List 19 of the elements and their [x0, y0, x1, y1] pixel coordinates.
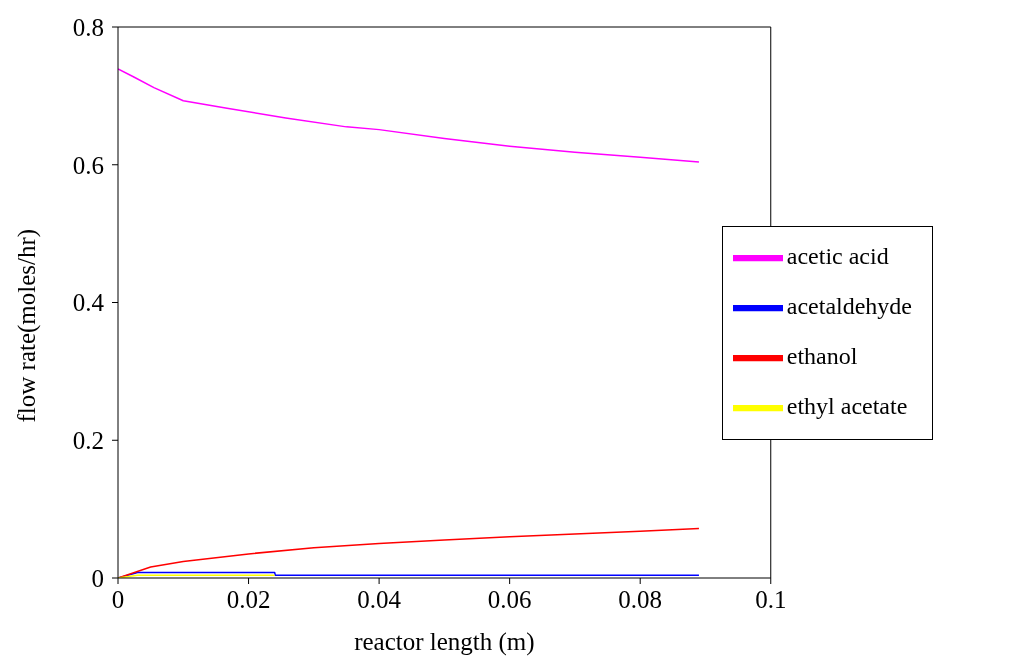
- line-series: [118, 68, 700, 163]
- y-tick-label: 0.4: [72, 289, 105, 317]
- y-tick-label: 0: [91, 564, 104, 592]
- y-tick-label: 0.6: [72, 151, 104, 179]
- legend-label: acetaldehyde: [786, 292, 912, 319]
- x-axis-title: reactor length (m): [354, 628, 535, 656]
- x-tick-label: 0.1: [755, 585, 787, 613]
- x-tick-label: 0.04: [357, 585, 402, 613]
- y-tick-label: 0.2: [72, 427, 104, 455]
- y-axis-title: flow rate(moles/hr): [12, 228, 41, 423]
- x-tick-label: 0.06: [487, 585, 532, 613]
- x-tick-label: 0.08: [618, 585, 663, 613]
- x-tick-label: 0: [111, 585, 125, 613]
- legend-label: ethanol: [786, 342, 858, 369]
- y-tick-label: 0.8: [72, 13, 104, 41]
- legend-label: acetic acid: [786, 242, 889, 269]
- legend-label: ethyl acetate: [786, 392, 908, 419]
- line-series: [118, 527, 700, 578]
- x-tick-label: 0.02: [226, 585, 271, 613]
